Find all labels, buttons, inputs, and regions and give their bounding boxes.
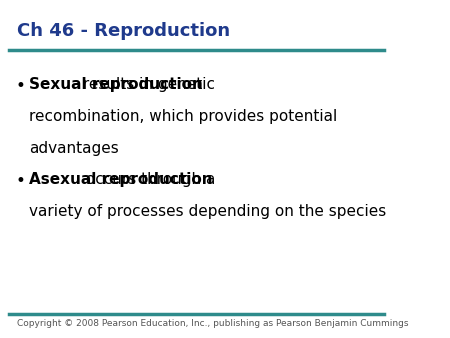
Text: occurs through a: occurs through a [81, 172, 216, 187]
Text: advantages: advantages [29, 141, 118, 155]
Text: variety of processes depending on the species: variety of processes depending on the sp… [29, 204, 386, 219]
Text: Ch 46 - Reproduction: Ch 46 - Reproduction [17, 22, 230, 40]
Text: Asexual reproduction: Asexual reproduction [29, 172, 212, 187]
Text: results in genetic: results in genetic [78, 77, 216, 92]
Text: •: • [15, 172, 25, 190]
Text: recombination, which provides potential: recombination, which provides potential [29, 108, 337, 124]
Text: Sexual reproduction: Sexual reproduction [29, 77, 203, 92]
Text: Copyright © 2008 Pearson Education, Inc., publishing as Pearson Benjamin Cumming: Copyright © 2008 Pearson Education, Inc.… [17, 319, 409, 328]
Text: •: • [15, 77, 25, 95]
